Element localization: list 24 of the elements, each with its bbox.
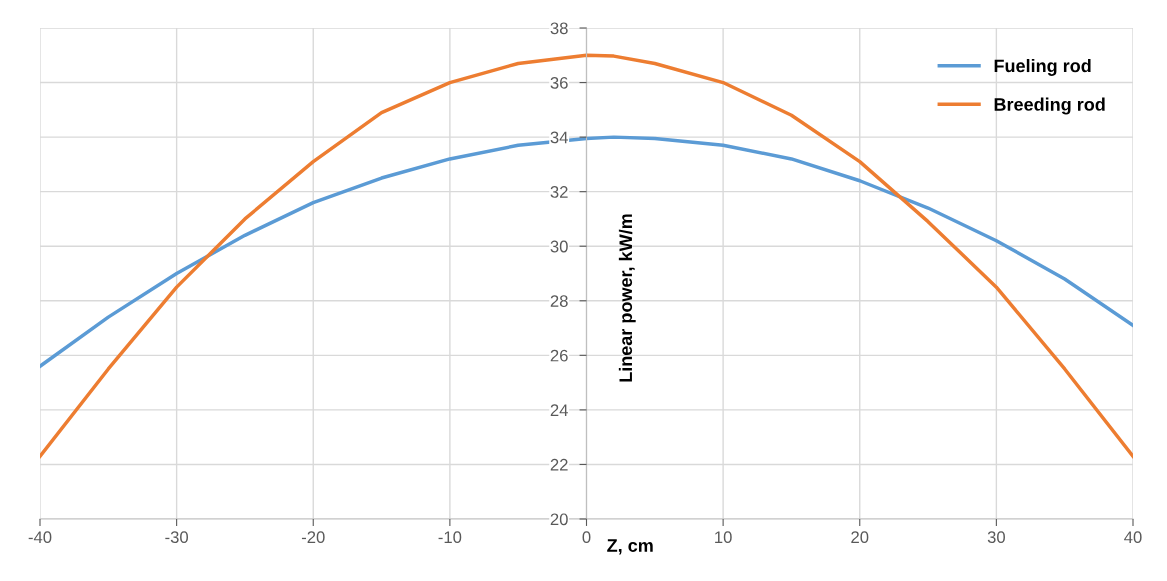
y-tick-label: 34 — [550, 131, 568, 144]
x-tick-label: 20 — [851, 531, 869, 544]
y-tick-label: 28 — [550, 295, 568, 307]
x-tick-label: -40 — [28, 531, 52, 544]
legend-label: Breeding rod — [994, 97, 1105, 115]
y-tick-label: 36 — [550, 76, 568, 89]
y-tick-label: 38 — [550, 22, 568, 35]
line-series — [40, 53, 1133, 458]
x-tick-label: -20 — [301, 531, 325, 544]
y-tick-label: 30 — [550, 240, 568, 253]
x-tick-label: -30 — [165, 531, 189, 544]
y-tick-label: 32 — [550, 186, 568, 198]
x-tick-label: 10 — [715, 531, 732, 544]
y-tick-label: 20 — [550, 513, 568, 526]
y-tick-label: 24 — [550, 404, 568, 416]
legend-label: Fueling rod — [994, 58, 1091, 76]
y-tick-label: 26 — [550, 349, 568, 362]
x-axis-title: Z, cm — [607, 539, 653, 555]
y-axis-title: Linear power, kW/m — [618, 214, 636, 382]
x-tick-label: 40 — [1124, 531, 1142, 544]
x-tick-label: 0 — [582, 531, 591, 544]
x-tick-label: -10 — [438, 531, 462, 544]
y-tick-label: 22 — [550, 458, 568, 471]
x-tick-label: 30 — [987, 531, 1005, 544]
